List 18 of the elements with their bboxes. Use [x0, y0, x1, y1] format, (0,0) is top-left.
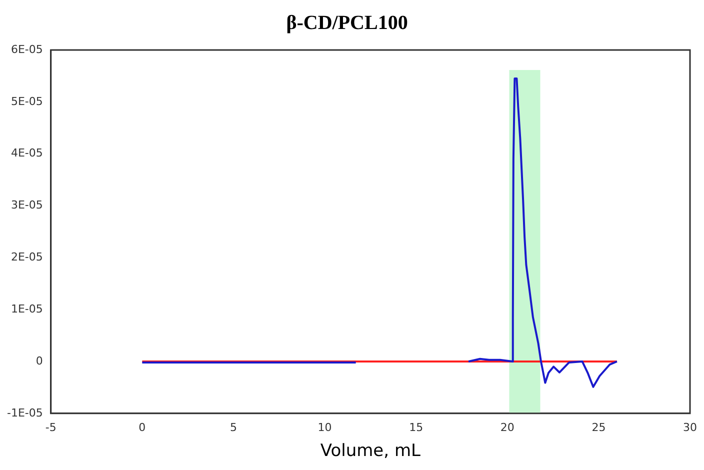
x-axis-title: Volume, mL: [320, 441, 421, 462]
x-tick-label: 20: [500, 420, 514, 434]
y-tick-label: 4E-05: [10, 146, 43, 160]
x-tick-label: 25: [592, 420, 606, 434]
y-tick-label: 3E-05: [10, 198, 43, 212]
x-tick-label: 10: [318, 420, 332, 434]
x-tick-label: 15: [409, 420, 424, 434]
x-tick-label: -5: [45, 420, 56, 434]
y-tick-label: 0: [36, 354, 43, 368]
x-tick-label: 0: [138, 420, 146, 434]
y-tick-label: 6E-05: [10, 42, 43, 56]
x-tick-label: 5: [230, 420, 237, 434]
y-tick-label: 2E-05: [10, 250, 43, 264]
x-tick-label: 30: [683, 420, 697, 434]
chart-title: β-CD/PCL100: [286, 12, 408, 34]
y-tick-label: 1E-05: [10, 302, 43, 316]
y-tick-label: 5E-05: [10, 94, 43, 108]
y-tick-label: -1E-05: [6, 406, 43, 420]
